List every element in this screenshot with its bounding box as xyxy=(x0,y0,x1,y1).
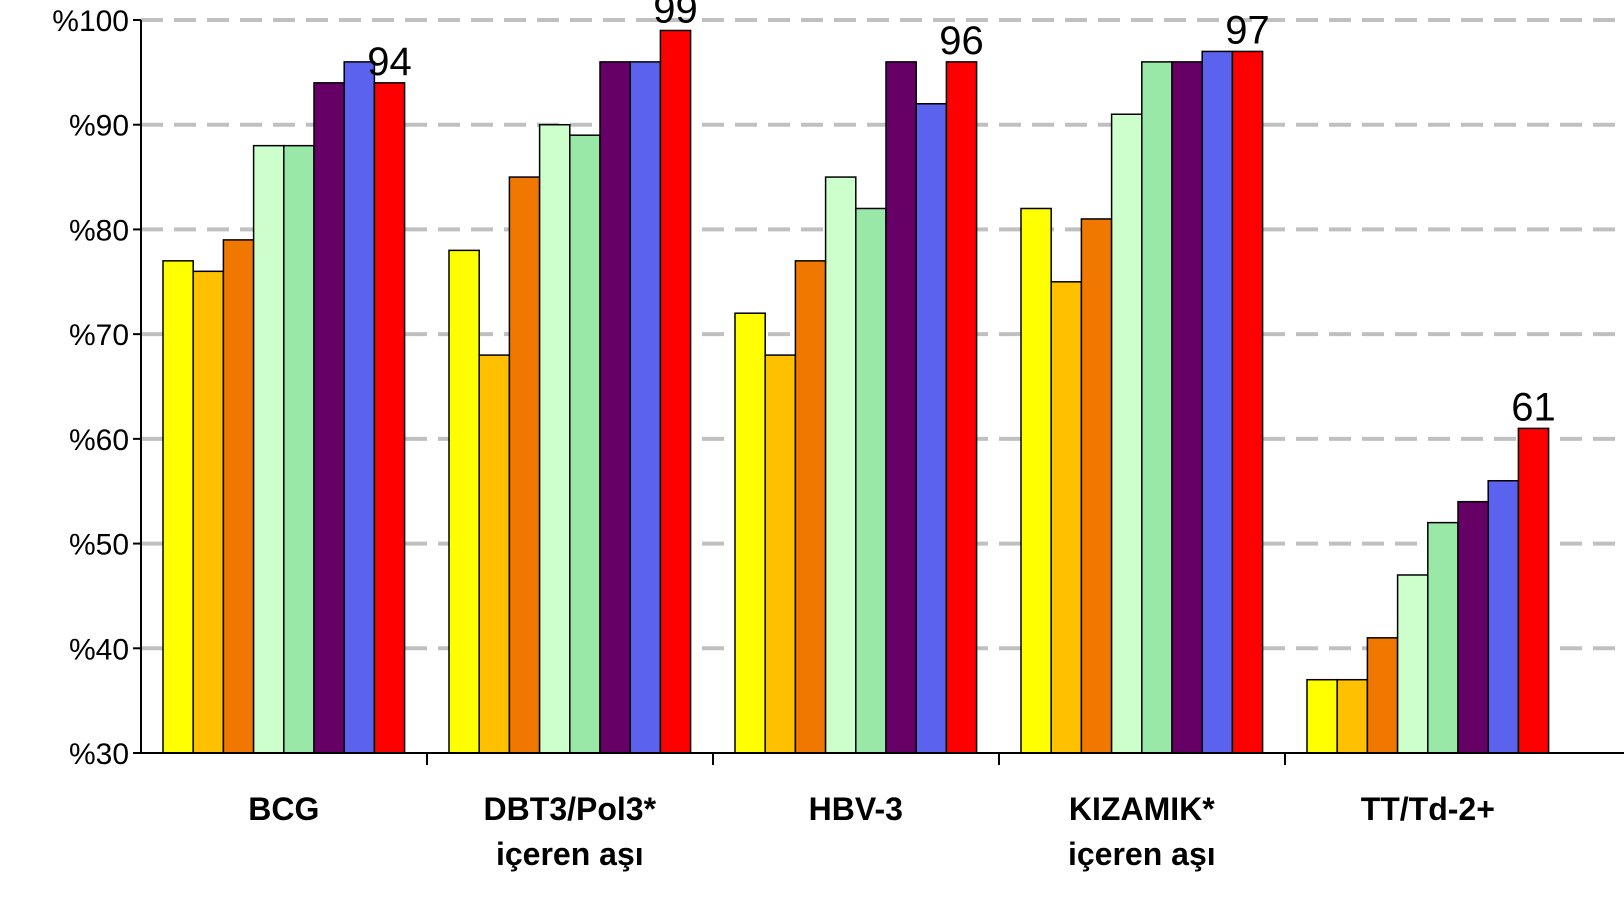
data-label: 94 xyxy=(367,40,412,84)
bar xyxy=(1427,521,1459,754)
bar xyxy=(1336,678,1369,754)
bar xyxy=(1231,50,1264,754)
data-label: 99 xyxy=(653,0,698,31)
bar xyxy=(915,103,948,754)
bar xyxy=(885,61,917,754)
bar xyxy=(448,249,480,754)
bar xyxy=(764,354,797,754)
y-tick-label: %90 xyxy=(69,110,129,143)
bar xyxy=(1366,637,1399,754)
bar xyxy=(1171,61,1203,754)
bar xyxy=(252,144,285,754)
bar xyxy=(1517,427,1550,754)
bar xyxy=(192,270,225,754)
data-label: 61 xyxy=(1511,385,1556,429)
x-category-label: KIZAMIK* xyxy=(1069,791,1215,827)
bar xyxy=(538,123,571,754)
bar xyxy=(1110,113,1143,754)
bar xyxy=(1020,207,1052,754)
y-tick-label: %60 xyxy=(69,424,129,457)
bar xyxy=(373,82,406,754)
axes xyxy=(133,19,1624,765)
x-category-label: BCG xyxy=(248,791,319,827)
bar xyxy=(794,260,827,754)
bar xyxy=(313,82,345,754)
x-category-label: TT/Td-2+ xyxy=(1361,791,1495,827)
bar xyxy=(1141,61,1173,754)
bar xyxy=(824,176,857,754)
x-category-label: içeren aşı xyxy=(1068,836,1216,872)
x-category-label: DBT3/Pol3* xyxy=(484,791,657,827)
bar xyxy=(508,176,541,754)
bar xyxy=(659,29,692,754)
bar xyxy=(1306,678,1338,754)
bar xyxy=(1396,574,1429,754)
bar xyxy=(734,312,766,754)
y-tick-label: %40 xyxy=(69,633,129,666)
x-category-label: içeren aşı xyxy=(496,836,644,872)
bar xyxy=(569,134,601,754)
bar xyxy=(855,207,887,754)
x-category-label: HBV-3 xyxy=(809,791,903,827)
y-tick-label: %100 xyxy=(52,5,129,38)
bar xyxy=(1201,50,1234,754)
bar xyxy=(162,260,194,754)
y-tick-label: %50 xyxy=(69,529,129,562)
bar xyxy=(1080,218,1113,754)
bar xyxy=(343,61,376,754)
bar xyxy=(1050,281,1083,754)
labels: %30 %40 %50 %60 %70 %80 %90 %100 BCG DBT3/Pol3* iç… xyxy=(52,0,1555,872)
data-label: 97 xyxy=(1225,8,1270,52)
bar xyxy=(222,239,255,754)
bar xyxy=(945,61,978,754)
bar xyxy=(478,354,511,754)
bar xyxy=(1457,500,1489,754)
bar xyxy=(283,144,315,754)
y-tick-label: %30 xyxy=(69,738,129,771)
data-label: 96 xyxy=(939,19,984,63)
bar xyxy=(629,61,662,754)
y-tick-label: %80 xyxy=(69,214,129,247)
bar xyxy=(599,61,631,754)
bar xyxy=(1487,479,1520,754)
y-tick-label: %70 xyxy=(69,319,129,352)
bars xyxy=(162,29,1550,754)
